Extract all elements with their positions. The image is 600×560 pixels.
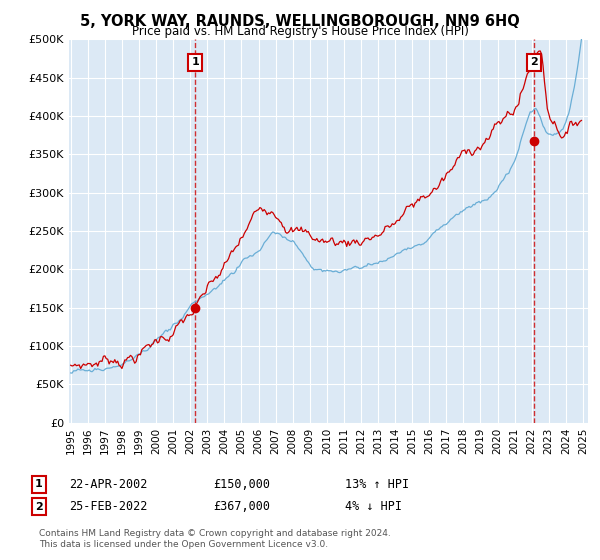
Text: Contains HM Land Registry data © Crown copyright and database right 2024.
This d: Contains HM Land Registry data © Crown c… (39, 529, 391, 549)
Text: 13% ↑ HPI: 13% ↑ HPI (345, 478, 409, 491)
Text: Price paid vs. HM Land Registry's House Price Index (HPI): Price paid vs. HM Land Registry's House … (131, 25, 469, 38)
Text: 2: 2 (530, 57, 538, 67)
Text: 1: 1 (191, 57, 199, 67)
Text: 1: 1 (35, 479, 43, 489)
Text: £150,000: £150,000 (213, 478, 270, 491)
Text: £367,000: £367,000 (213, 500, 270, 514)
Text: 2: 2 (35, 502, 43, 512)
Text: 5, YORK WAY, RAUNDS, WELLINGBOROUGH, NN9 6HQ: 5, YORK WAY, RAUNDS, WELLINGBOROUGH, NN9… (80, 14, 520, 29)
Text: 4% ↓ HPI: 4% ↓ HPI (345, 500, 402, 514)
Text: 22-APR-2002: 22-APR-2002 (69, 478, 148, 491)
Text: 25-FEB-2022: 25-FEB-2022 (69, 500, 148, 514)
